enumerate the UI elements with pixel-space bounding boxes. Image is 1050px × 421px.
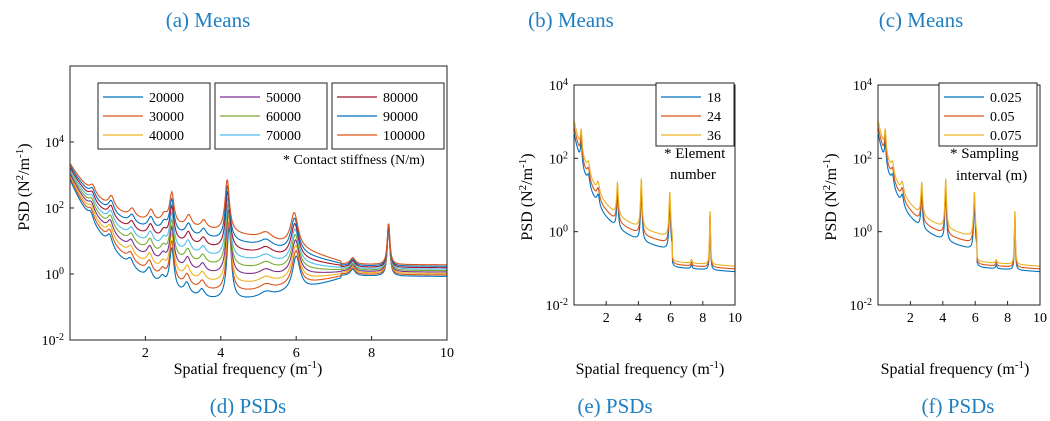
legend-label: 24 (707, 110, 721, 125)
legend-label: 100000 (383, 129, 425, 144)
legend-label: 60000 (266, 110, 301, 125)
series-line-24 (574, 127, 735, 270)
x-tick-label: 10 (440, 346, 454, 361)
legend-box (938, 82, 1038, 147)
x-tick-label: 6 (972, 311, 979, 326)
series-line-0.025 (878, 133, 1040, 273)
caption-c: (c) Means (879, 8, 964, 32)
series-line-36 (574, 121, 735, 267)
legend-label: 0.075 (990, 129, 1022, 144)
series-line-30000 (70, 178, 447, 290)
x-tick-label: 10 (728, 311, 742, 326)
y-tick-label: 104 (549, 77, 568, 95)
legend-box (214, 82, 328, 150)
x-tick-label: 8 (1004, 311, 1011, 326)
series-line-90000 (70, 165, 447, 267)
legend-label: 70000 (266, 129, 301, 144)
y-tick-label: 104 (45, 133, 64, 151)
legend-label: 0.025 (990, 91, 1022, 106)
chart-e-annotation: * Element number (664, 146, 729, 183)
y-tick-label: 102 (45, 199, 64, 217)
legend-label: 50000 (266, 91, 301, 106)
chart-d-x-axis-label: Spatial frequency (m-1) (174, 359, 323, 378)
y-tick-label: 100 (853, 223, 872, 241)
x-tick-label: 6 (667, 311, 674, 326)
series-line-100000 (70, 163, 447, 266)
chart-d-ticks: 2 4 6 8 10 10-2 100 102 104 (42, 133, 454, 361)
chart-d: 2 4 6 8 10 10-2 100 102 104 Spatial frequency (m… (14, 65, 454, 378)
chart-f: 2 4 6 8 10 10-2 100 102 104 Spatial frequency (m… (821, 77, 1047, 379)
x-tick-label: 4 (635, 311, 642, 326)
chart-f-y-axis-label: PSD (N2/m-1) (821, 153, 840, 240)
x-tick-label: 2 (907, 311, 914, 326)
x-tick-label: 2 (142, 346, 149, 361)
y-tick-label: 10-2 (42, 332, 64, 350)
series-line-18 (574, 133, 735, 273)
x-tick-label: 10 (1033, 311, 1047, 326)
series-line-0.075 (878, 121, 1040, 267)
chart-e-x-axis-label: Spatial frequency (m-1) (576, 359, 725, 378)
y-tick-label: 102 (853, 150, 872, 168)
chart-e-lines (574, 121, 735, 273)
legend-label: 0.05 (990, 110, 1015, 125)
chart-f-legend-box (938, 82, 1038, 147)
legend-label: 18 (707, 91, 721, 106)
y-tick-label: 104 (853, 77, 872, 95)
chart-f-legend: 0.025 0.05 0.075 (938, 82, 1038, 147)
y-tick-label: 100 (45, 265, 64, 283)
chart-d-legend-box (97, 82, 445, 150)
x-tick-label: 8 (699, 311, 706, 326)
chart-f-annotation: * Sampling interval (m) (950, 146, 1027, 184)
chart-f-ticks: 2 4 6 8 10 10-2 100 102 104 (850, 77, 1047, 327)
series-line-60000 (70, 172, 447, 272)
chart-f-lines (878, 121, 1040, 273)
caption-d: (d) PSDs (210, 394, 286, 418)
series-line-80000 (70, 167, 447, 269)
chart-e-legend-items: 18 24 36 (661, 91, 721, 144)
legend-label: 20000 (149, 91, 184, 106)
y-tick-label: 10-2 (546, 297, 568, 315)
series-line-70000 (70, 170, 447, 270)
caption-f: (f) PSDs (922, 394, 995, 418)
chart-d-legend-items: 20000 30000 40000 50000 60000 70000 80000 90000… (103, 91, 425, 144)
y-tick-label: 10-2 (850, 297, 872, 315)
x-tick-label: 4 (217, 346, 224, 361)
chart-e-y-axis-label: PSD (N2/m-1) (517, 153, 536, 240)
chart-d-y-axis-label: PSD (N2/m-1) (14, 143, 33, 230)
legend-label: 90000 (383, 110, 418, 125)
series-line-50000 (70, 174, 447, 274)
series-line-40000 (70, 176, 447, 282)
series-line-20000 (70, 180, 447, 298)
y-tick-label: 100 (549, 223, 568, 241)
legend-label: 30000 (149, 110, 184, 125)
x-tick-label: 6 (293, 346, 300, 361)
legend-label: 36 (707, 129, 721, 144)
caption-b: (b) Means (528, 8, 614, 32)
chart-f-legend-items: 0.025 0.05 0.075 (944, 91, 1022, 144)
caption-a: (a) Means (166, 8, 251, 32)
chart-f-x-axis-label: Spatial frequency (m-1) (881, 359, 1030, 378)
chart-d-legend: 20000 30000 40000 50000 60000 70000 80000 90000… (97, 82, 445, 150)
caption-e: (e) PSDs (577, 394, 652, 418)
x-tick-label: 2 (603, 311, 610, 326)
chart-d-axes-box (69, 65, 448, 341)
x-tick-label: 8 (368, 346, 375, 361)
legend-label: 40000 (149, 129, 184, 144)
legend-label: 80000 (383, 91, 418, 106)
chart-e-axes-box (573, 84, 736, 306)
chart-d-lines (70, 163, 447, 298)
legend-box (655, 82, 735, 147)
chart-e-legend: 18 24 36 (655, 82, 735, 147)
x-tick-label: 4 (939, 311, 946, 326)
series-line-0.05 (878, 127, 1040, 270)
y-tick-label: 102 (549, 150, 568, 168)
chart-e-legend-box (655, 82, 735, 147)
chart-d-annotation: * Contact stiffness (N/m) (283, 153, 425, 168)
